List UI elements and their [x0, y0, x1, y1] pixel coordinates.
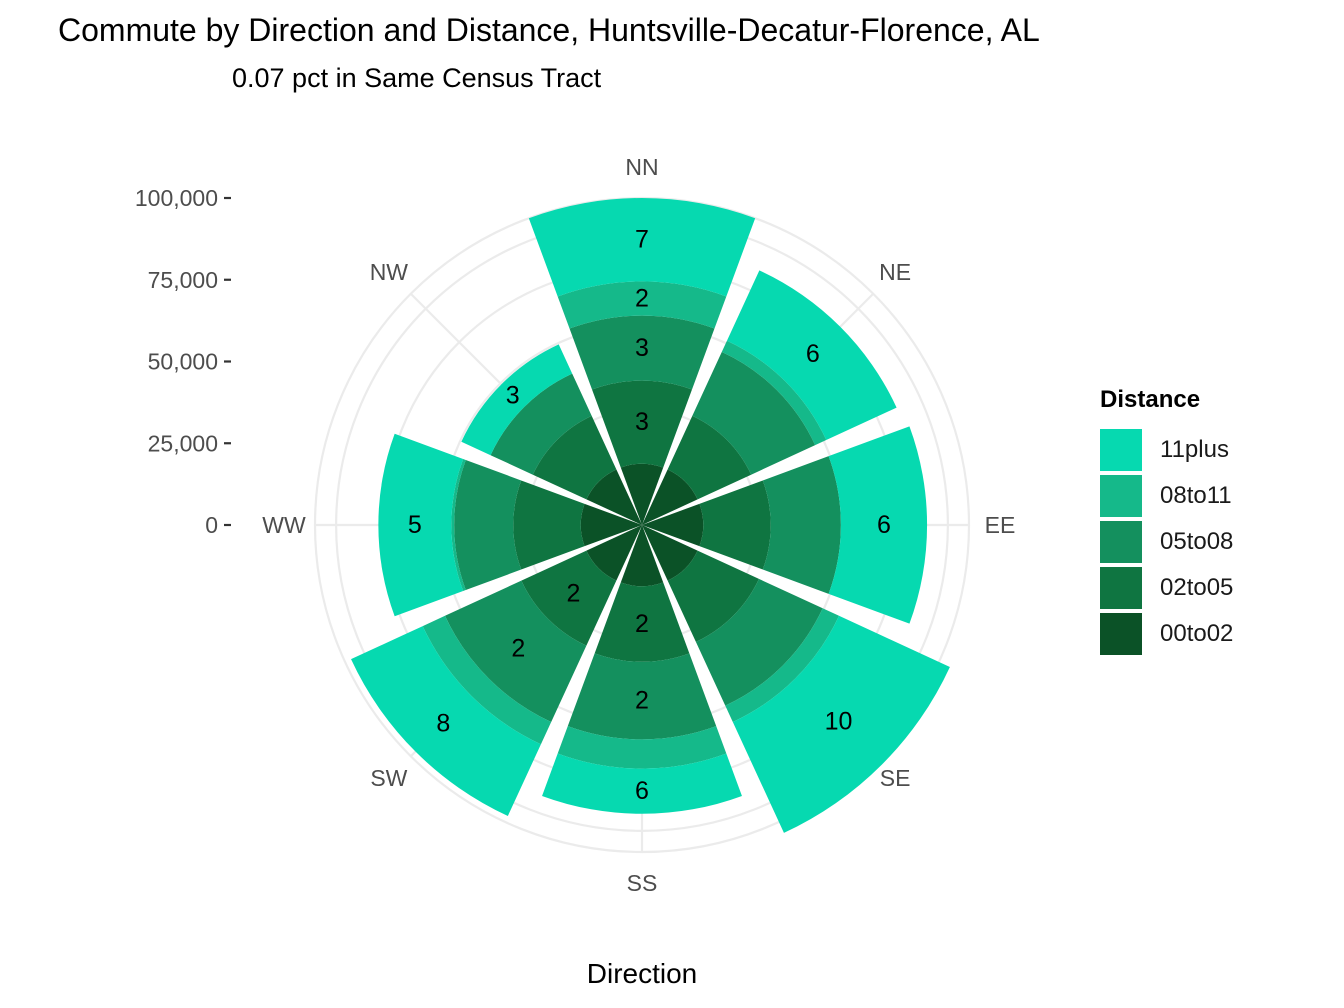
legend-label: 02to05 — [1160, 574, 1234, 601]
legend-items: 11plus 08to11 05to08 02to05 00to02 — [1100, 427, 1233, 657]
data-label-SS-11plus: 6 — [635, 777, 649, 805]
data-label-EE-11plus: 6 — [877, 511, 891, 539]
bar-EE-02to05 — [699, 480, 771, 570]
bar-NN-11plus — [528, 198, 756, 297]
legend-item-00to02: 00to02 — [1100, 611, 1233, 657]
bar-NE-05to08 — [692, 351, 816, 475]
data-label-SS-05to08: 2 — [635, 687, 649, 715]
bar-WW-05to08 — [454, 459, 522, 591]
bar-SW-02to05 — [521, 550, 617, 646]
direction-label-EE: EE — [985, 512, 1016, 538]
direction-label-SW: SW — [370, 765, 407, 791]
bar-NE-11plus — [726, 270, 897, 441]
legend-label: 05to08 — [1160, 528, 1234, 555]
data-label-NW-11plus: 3 — [506, 382, 520, 410]
bar-NN-08to11 — [557, 281, 727, 329]
bar-NW-00to02 — [586, 469, 642, 525]
bar-SS-05to08 — [567, 653, 717, 740]
data-label-SE-11plus: 10 — [825, 708, 853, 736]
bar-SE-02to05 — [667, 550, 759, 642]
data-label-NN-08to11: 2 — [635, 285, 649, 313]
data-label-NN-11plus: 7 — [635, 226, 649, 254]
y-tick-label: 25,000 — [148, 430, 218, 456]
bar-NN-02to05 — [592, 380, 692, 468]
bar-NN-00to02 — [620, 463, 664, 525]
bar-NE-08to11 — [721, 340, 827, 446]
y-tick-label: 50,000 — [148, 349, 218, 375]
bar-SE-00to02 — [642, 525, 698, 581]
bar-EE-11plus — [828, 426, 928, 624]
direction-label-NW: NW — [370, 259, 409, 285]
legend-swatch — [1100, 429, 1142, 471]
bar-SW-11plus — [351, 626, 541, 816]
y-tick-label: 0 — [205, 512, 218, 538]
legend-item-02to05: 02to05 — [1100, 565, 1233, 611]
legend-title: Distance — [1100, 386, 1201, 413]
bar-SW-05to08 — [445, 580, 587, 722]
bar-SW-00to02 — [586, 525, 642, 581]
data-label-NE-11plus: 6 — [806, 340, 820, 368]
y-tick-label: 75,000 — [148, 267, 218, 293]
direction-label-NN: NN — [625, 154, 658, 180]
bar-EE-00to02 — [642, 503, 704, 547]
direction-label-WW: WW — [262, 512, 306, 538]
bar-EE-05to08 — [762, 456, 841, 594]
legend-item-08to11: 08to11 — [1100, 473, 1233, 519]
bar-NW-11plus — [461, 344, 573, 456]
bar-SE-08to11 — [725, 608, 839, 722]
legend-item-05to08: 05to08 — [1100, 519, 1233, 565]
legend-swatch — [1100, 475, 1142, 517]
direction-label-SE: SE — [880, 765, 911, 791]
legend: Distance 11plus 08to11 05to08 02to05 00to02 — [1100, 386, 1233, 657]
bar-WW-11plus — [378, 433, 464, 617]
data-label-NN-05to08: 3 — [635, 334, 649, 362]
bar-SS-02to05 — [594, 582, 690, 662]
bar-NW-05to08 — [490, 373, 592, 475]
chart-subtitle: 0.07 pct in Same Census Tract — [232, 63, 602, 93]
bar-SE-11plus — [732, 615, 950, 833]
data-label-SS-02to05: 2 — [635, 610, 649, 638]
bar-NN-05to08 — [569, 315, 715, 390]
legend-label: 08to11 — [1160, 482, 1232, 509]
y-tick-label: 100,000 — [135, 185, 218, 211]
bar-SS-08to11 — [557, 726, 727, 769]
chart-title: Commute by Direction and Distance, Hunts… — [58, 12, 1040, 48]
bars — [351, 198, 950, 833]
bar-NE-00to02 — [642, 469, 698, 525]
legend-swatch — [1100, 567, 1142, 609]
direction-label-SS: SS — [627, 870, 658, 896]
bar-WW-08to11 — [451, 459, 466, 591]
data-label-SW-11plus: 8 — [436, 710, 450, 738]
bar-SS-00to02 — [620, 525, 664, 587]
data-label-SW-05to08: 2 — [511, 635, 525, 663]
bar-WW-00to02 — [580, 503, 642, 547]
direction-label-NE: NE — [879, 259, 911, 285]
data-label-NN-02to05: 3 — [635, 408, 649, 436]
bar-NW-02to05 — [532, 415, 617, 500]
bar-WW-02to05 — [513, 480, 585, 570]
data-label-WW-11plus: 5 — [408, 511, 422, 539]
direction-labels: NN NE EE SE SS SW WW NW — [262, 154, 1015, 896]
legend-swatch — [1100, 613, 1142, 655]
legend-item-11plus: 11plus — [1100, 427, 1233, 473]
bar-SS-11plus — [542, 753, 742, 814]
bar-NE-02to05 — [667, 415, 752, 500]
bar-SW-08to11 — [422, 615, 552, 745]
data-label-SW-02to05: 2 — [566, 580, 580, 608]
x-axis-label: Direction — [586, 958, 698, 989]
data-labels: 7 2 3 3 6 6 10 6 2 2 8 2 2 5 3 — [408, 226, 891, 806]
y-axis: 100,000 75,000 50,000 25,000 0 — [135, 185, 231, 538]
legend-label: 00to02 — [1160, 620, 1234, 647]
legend-label: 11plus — [1160, 436, 1229, 463]
bar-SE-05to08 — [695, 578, 823, 706]
legend-swatch — [1100, 521, 1142, 563]
